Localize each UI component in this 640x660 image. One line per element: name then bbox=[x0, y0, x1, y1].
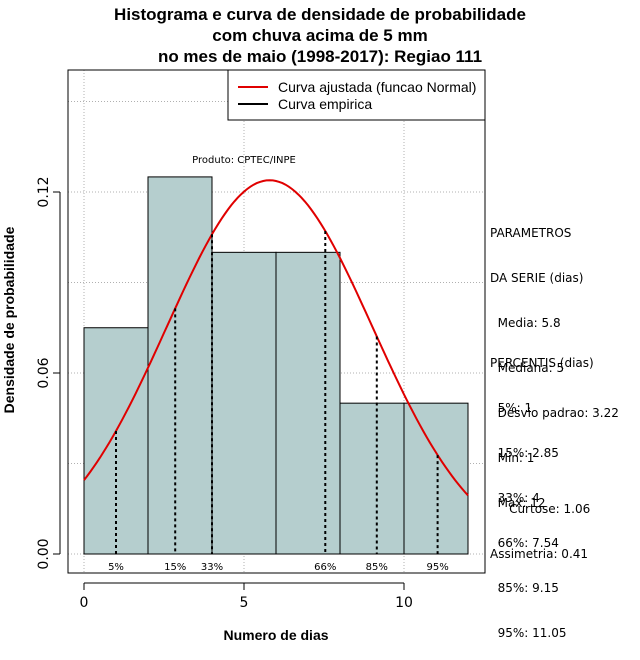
percentil-5: 5%: 1 bbox=[490, 401, 533, 415]
histogram-bar bbox=[83, 327, 149, 555]
y-tick-label: 0.12 bbox=[36, 176, 52, 207]
shape-block: Curtose: 1.06 Assimetria: 0.41 bbox=[490, 472, 590, 577]
y-tick-label: 0.00 bbox=[36, 538, 52, 569]
chart-title-line-1: Histograma e curva de densidade de proba… bbox=[114, 5, 526, 24]
chart-title-line-2: com chuva acima de 5 mm bbox=[212, 26, 428, 45]
legend-label-empirical: Curva empirica bbox=[278, 96, 372, 112]
params-header-2: DA SERIE (dias) bbox=[490, 271, 584, 285]
percentil-66: 66%: 7.54 bbox=[490, 536, 559, 550]
assimetria: Assimetria: 0.41 bbox=[490, 547, 589, 561]
params-mediana: Mediana: 5 bbox=[490, 361, 565, 375]
params-max: Max: 12 bbox=[490, 496, 546, 510]
percentil-85: 85%: 9.15 bbox=[490, 581, 559, 595]
product-label: Produto: CPTEC/INPE bbox=[192, 155, 296, 166]
chart-title-line-3: no mes de maio (1998-2017): Regiao 111 bbox=[157, 47, 483, 66]
params-min: Min: 1 bbox=[490, 451, 535, 465]
x-axis-title: Numero de dias bbox=[223, 627, 328, 643]
percentil-33: 33%: 4 bbox=[490, 491, 540, 505]
percentile-label: 33% bbox=[201, 562, 223, 573]
percentile-label: 5% bbox=[108, 562, 124, 573]
histogram-bar bbox=[339, 402, 405, 555]
histogram-bar bbox=[211, 251, 277, 555]
percentile-label: 66% bbox=[314, 562, 336, 573]
histogram-bar bbox=[403, 402, 469, 555]
histogram-bar bbox=[275, 251, 341, 555]
x-tick-label: 5 bbox=[240, 595, 249, 611]
percentis-block: PERCENTIS (dias) 5%: 1 15%: 2.85 33%: 4 … bbox=[490, 326, 594, 656]
params-desvio: Desvio padrao: 3.22 bbox=[490, 406, 619, 420]
x-tick-label: 0 bbox=[80, 595, 89, 611]
curtose: Curtose: 1.06 bbox=[490, 502, 591, 516]
params-block: PARAMETROS DA SERIE (dias) Media: 5.8 Me… bbox=[490, 196, 619, 526]
params-header-1: PARAMETROS bbox=[490, 226, 572, 240]
y-tick-label: 0.06 bbox=[36, 357, 52, 388]
fitted-normal-curve bbox=[83, 179, 469, 497]
percentil-95: 95%: 11.05 bbox=[490, 626, 567, 640]
legend-label-fitted: Curva ajustada (funcao Normal) bbox=[278, 79, 476, 95]
percentis-header: PERCENTIS (dias) bbox=[490, 356, 594, 370]
percentil-15: 15%: 2.85 bbox=[490, 446, 559, 460]
x-tick-label: 10 bbox=[395, 595, 413, 611]
percentile-label: 85% bbox=[366, 562, 388, 573]
legend-box bbox=[227, 69, 486, 121]
percentile-label: 15% bbox=[164, 562, 186, 573]
percentile-label: 95% bbox=[426, 562, 448, 573]
params-media: Media: 5.8 bbox=[490, 316, 561, 330]
histogram-bar bbox=[147, 176, 213, 555]
y-axis-title: Densidade de probabilidade bbox=[1, 226, 17, 413]
